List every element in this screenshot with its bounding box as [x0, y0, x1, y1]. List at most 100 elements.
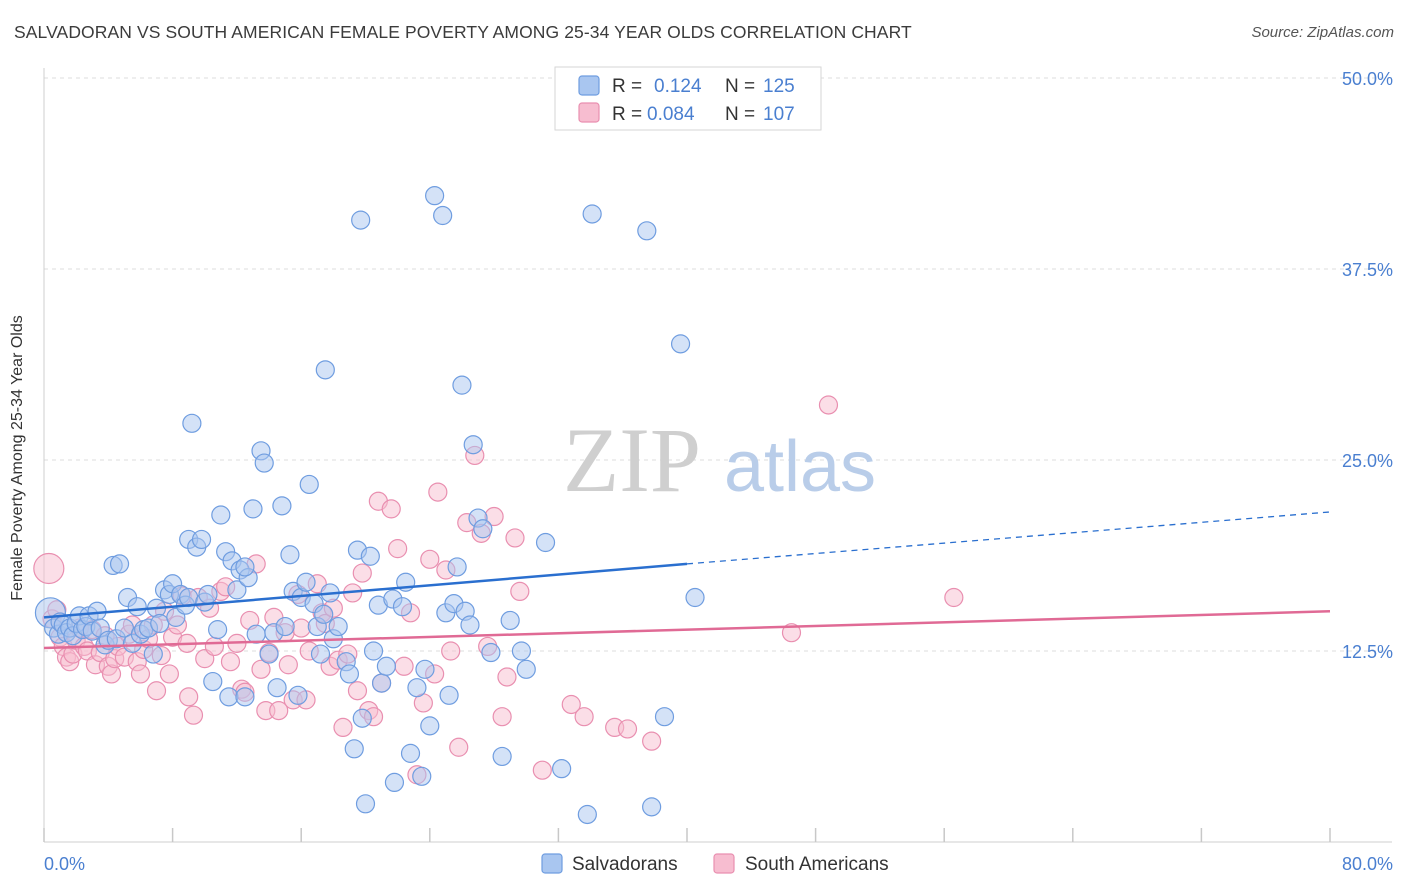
south-american-point — [347, 681, 368, 701]
salvadoran-point — [208, 620, 228, 640]
salvadoran-point — [267, 678, 287, 698]
salvadoran-point — [637, 221, 657, 241]
salvadoran-point — [511, 641, 532, 661]
south-american-point — [441, 641, 461, 661]
salvadoran-point — [109, 554, 130, 574]
bottom-legend-swatch-south-americans — [713, 853, 735, 874]
salvadoran-point — [191, 529, 212, 550]
salvadoran-point — [227, 580, 247, 600]
salvadoran-point — [275, 616, 295, 637]
salvadoran-point — [452, 375, 472, 395]
tick-labels: 12.5% 25.0% 37.5% 50.0% 0.0% 80.0% — [44, 69, 1393, 874]
salvadoran-point — [328, 616, 348, 637]
salvadoran-point — [243, 499, 263, 519]
salvadoran-point — [363, 641, 384, 661]
salvadoran-point — [425, 186, 445, 206]
salvadoran-point — [355, 794, 376, 814]
south-american-point — [352, 563, 372, 583]
salvadoran-point — [351, 210, 371, 230]
salvadoran-point — [400, 743, 421, 763]
south-american-point — [278, 655, 298, 675]
south-american-point — [179, 687, 199, 707]
south-american-point — [510, 581, 530, 602]
salvadoran-point — [415, 659, 435, 679]
bottom-legend-south-americans: South Americans — [745, 854, 889, 875]
south-american-point — [505, 528, 525, 548]
bottom-legend-salvadorans: Salvadorans — [572, 854, 678, 875]
salvadoran-point — [127, 597, 147, 617]
south-american-point — [492, 707, 512, 727]
salvadoran-point — [516, 659, 536, 679]
south-american-point — [394, 656, 414, 676]
salvadoran-point — [654, 707, 675, 727]
salvadoran-point — [376, 656, 396, 676]
salvadoran-trend-line — [43, 562, 688, 619]
south-american-point — [33, 552, 65, 585]
salvadoran-point — [577, 804, 597, 825]
chart-title: SALVADORAN VS SOUTH AMERICAN FEMALE POVE… — [14, 22, 912, 42]
watermark-zip: ZIP — [563, 409, 701, 511]
south-american-point — [497, 667, 517, 687]
south-american-point — [251, 659, 271, 679]
salvadoran-point — [481, 642, 501, 663]
x-tick-label: 0.0% — [44, 854, 85, 874]
bottom-legend: Salvadorans South Americans — [541, 853, 889, 875]
salvadoran-point — [371, 673, 392, 693]
salvadoran-point — [288, 685, 308, 705]
salvadoran-point — [203, 671, 223, 692]
south-american-point — [183, 705, 204, 725]
salvadoran-point — [460, 615, 480, 635]
legend-r-value-2: 0.084 — [647, 104, 695, 125]
salvadoran-point — [407, 678, 427, 698]
salvadoran-point — [150, 613, 170, 634]
salvadoran-point — [339, 664, 360, 684]
salvadoran-point — [473, 519, 493, 539]
south-american-point — [944, 587, 964, 608]
salvadoran-point — [535, 532, 556, 553]
south-american-point — [333, 717, 353, 738]
salvadoran-points — [34, 186, 705, 825]
south-american-point — [532, 760, 552, 780]
salvadoran-point — [219, 687, 239, 707]
south-american-point — [381, 499, 401, 519]
salvadoran-point — [492, 746, 512, 767]
salvadoran-point — [384, 772, 405, 793]
south-american-point — [269, 700, 289, 721]
salvadoran-point — [412, 766, 432, 786]
salvadoran-point — [280, 545, 300, 565]
legend-swatch-salvadorans — [578, 75, 600, 96]
salvadoran-point — [582, 204, 602, 224]
south-american-point — [781, 623, 802, 643]
salvadoran-point — [670, 334, 691, 354]
legend-n-label-1: N = — [725, 76, 755, 97]
watermark: ZIP atlas — [563, 409, 876, 511]
legend-n-value-1: 125 — [763, 76, 795, 97]
salvadoran-point — [143, 644, 163, 664]
south-american-point — [642, 731, 662, 751]
trend-lines — [43, 511, 1331, 650]
south-american-point — [574, 707, 594, 727]
legend-r-label-1: R = — [612, 76, 642, 97]
salvadoran-point — [439, 685, 459, 705]
salvadoran-point — [463, 435, 483, 455]
bottom-legend-swatch-salvadorans — [541, 853, 563, 874]
salvadoran-point — [299, 474, 319, 495]
salvadoran-point — [500, 610, 520, 631]
salvadoran-point — [392, 597, 413, 617]
south-american-point — [130, 664, 151, 684]
salvadoran-point — [296, 572, 316, 592]
south-american-point — [420, 549, 440, 569]
salvadoran-point — [314, 604, 334, 624]
salvadoran-point — [420, 716, 440, 736]
x-tick-label: 80.0% — [1342, 854, 1393, 874]
salvadoran-point — [254, 453, 274, 473]
y-tick-label: 25.0% — [1342, 451, 1393, 471]
salvadoran-point — [433, 205, 453, 226]
south-american-point — [146, 681, 167, 701]
south-american-point — [561, 694, 581, 715]
south-american-point — [428, 482, 448, 502]
salvadoran-point — [259, 644, 279, 664]
south-american-point — [388, 539, 408, 559]
south-american-point — [617, 719, 638, 739]
